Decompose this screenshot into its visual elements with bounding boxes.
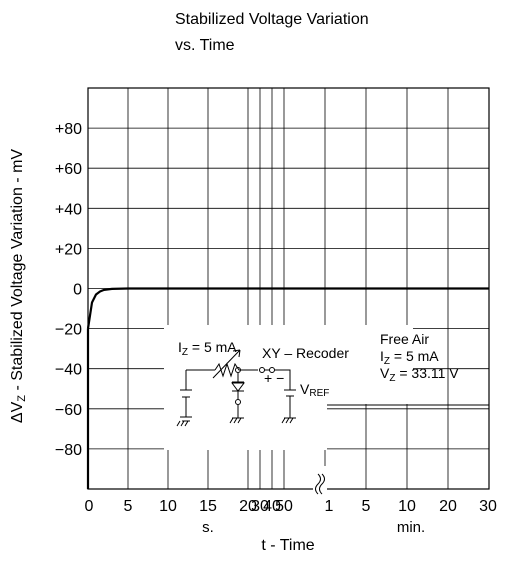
y-tick-label: +20 xyxy=(55,241,82,258)
y-tick-label: +40 xyxy=(55,201,82,218)
series-line xyxy=(86,287,489,329)
y-tick-labels: +80 +60 +40 +20 0 −20 −40 −60 −80 xyxy=(55,121,82,459)
test-circuit-schematic: IZ = 5 mA XY – Recoder + − VREF xyxy=(176,339,349,427)
inset-background-right xyxy=(327,325,413,404)
axis-break-mark xyxy=(313,466,327,495)
x-unit-minutes: min. xyxy=(397,519,425,536)
test-conditions: Free Air IZ = 5 mA VZ = 33.11 V xyxy=(380,331,459,384)
y-tick-label: 0 xyxy=(73,282,82,299)
x-tick-label: 50 xyxy=(275,498,293,515)
chart-title: Stabilized Voltage Variation xyxy=(175,11,369,28)
y-tick-label: +80 xyxy=(55,121,82,138)
inset-background xyxy=(164,325,327,450)
recorder-label: XY – Recoder xyxy=(262,345,349,361)
x-tick-label: 0 xyxy=(85,498,94,515)
x-tick-label: 5 xyxy=(124,498,133,515)
iz-condition: IZ = 5 mA xyxy=(380,348,439,367)
x-tick-label: 1 xyxy=(325,498,334,515)
x-tick-label: 30 xyxy=(251,498,269,515)
vz-condition: VZ = 33.11 V xyxy=(380,365,459,384)
y-tick-label: −40 xyxy=(55,362,82,379)
current-label: IZ = 5 mA xyxy=(178,339,237,358)
x-unit-seconds: s. xyxy=(202,519,214,536)
y-tick-label: −60 xyxy=(55,402,82,419)
polarity-label: + − xyxy=(264,370,284,386)
x-tick-label: 20 xyxy=(239,498,257,515)
y-tick-label: −20 xyxy=(55,322,82,339)
chart-subtitle: vs. Time xyxy=(175,37,235,54)
x-axis-title: t - Time xyxy=(261,537,314,554)
x-tick-label: 30 xyxy=(479,498,497,515)
y-tick-label: −80 xyxy=(55,442,82,459)
vref-label: VREF xyxy=(300,381,329,399)
free-air-label: Free Air xyxy=(380,331,429,347)
x-tick-label: 40 xyxy=(263,498,281,515)
series xyxy=(86,287,489,489)
x-tick-label: 5 xyxy=(362,498,371,515)
x-tick-label: 10 xyxy=(398,498,416,515)
y-axis-title: ΔVZ - Stabilized Voltage Variation - mV xyxy=(9,149,28,423)
x-tick-label: 15 xyxy=(199,498,217,515)
x-tick-label: 10 xyxy=(159,498,177,515)
y-tick-label: +60 xyxy=(55,161,82,178)
x-tick-label: 20 xyxy=(439,498,457,515)
